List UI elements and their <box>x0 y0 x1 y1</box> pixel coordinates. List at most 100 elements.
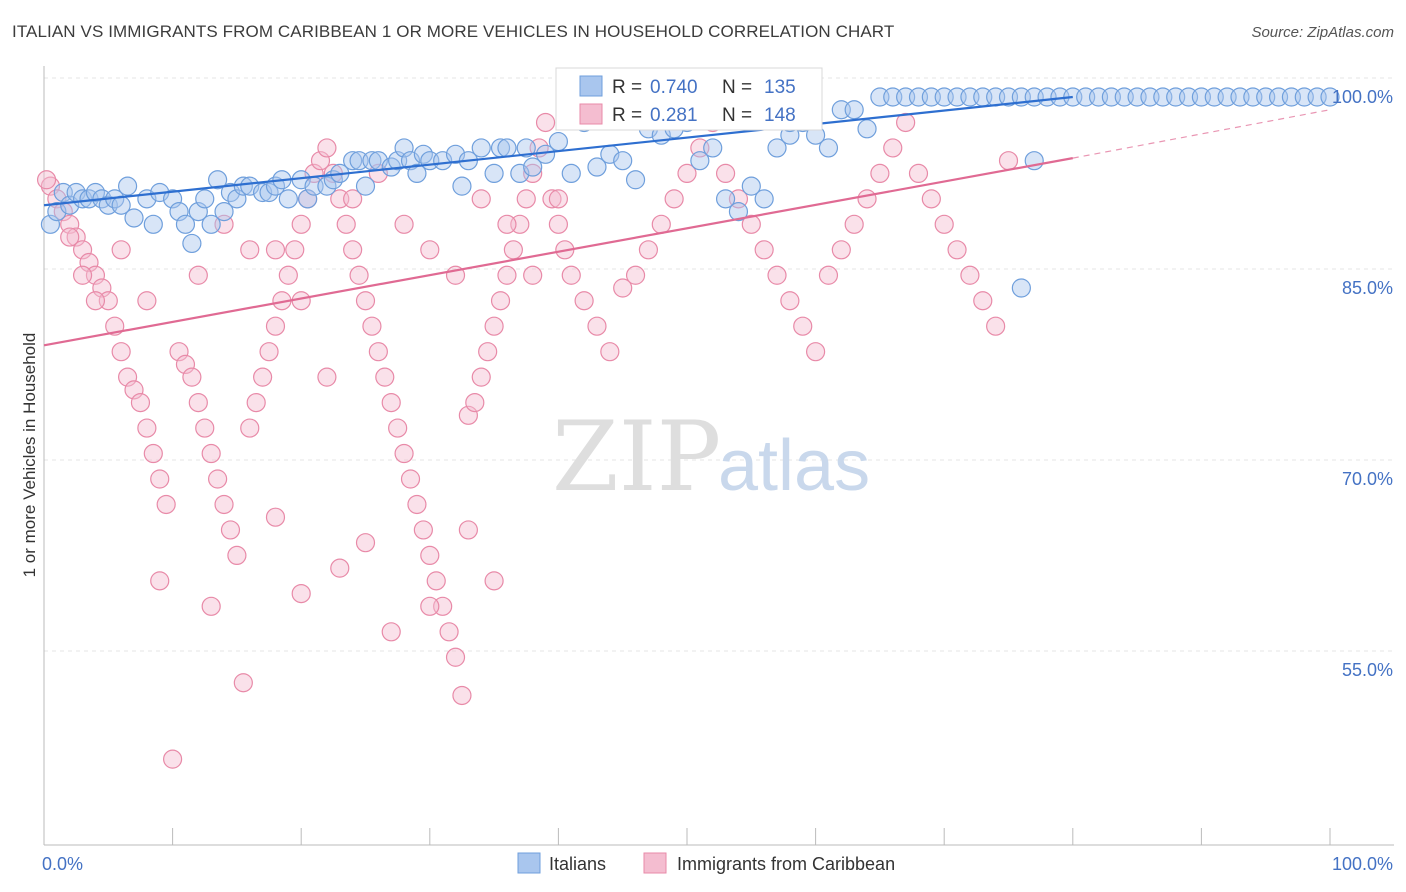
caribbean-trend-extension <box>1072 109 1331 159</box>
caribbean-point <box>150 469 170 489</box>
caribbean-point <box>317 138 337 158</box>
italian-point <box>1320 87 1340 107</box>
caribbean-trend-line <box>43 157 1073 347</box>
legend-r-value-2: 0.281 <box>650 105 698 126</box>
caribbean-point <box>548 214 569 234</box>
caribbean-point <box>741 214 761 234</box>
italian-point <box>214 202 234 222</box>
grid-lines <box>44 77 1394 652</box>
caribbean-point <box>265 240 286 260</box>
caribbean-point <box>754 240 774 260</box>
caribbean-point <box>381 393 401 413</box>
caribbean-point <box>921 189 941 209</box>
caribbean-point <box>420 545 440 566</box>
y-axis-label: 1 or more Vehicles in Household <box>20 333 39 578</box>
italian-point <box>703 138 723 158</box>
italian-point <box>844 100 864 120</box>
italian-point <box>452 176 472 196</box>
caribbean-point <box>388 418 408 438</box>
y-tick-label: 85.0% <box>1342 278 1393 298</box>
italian-point <box>767 138 787 158</box>
caribbean-point <box>561 265 581 285</box>
italian-point <box>587 157 607 177</box>
caribbean-point <box>497 214 517 234</box>
watermark: ZIP atlas <box>552 401 870 513</box>
caribbean-point <box>36 170 57 190</box>
y-tick-labels: 100.0% 85.0% 70.0% 55.0% <box>1332 87 1393 680</box>
caribbean-point <box>143 443 163 464</box>
bottom-legend-swatch-italians <box>517 852 541 874</box>
italian-point <box>548 131 569 152</box>
caribbean-point <box>265 507 286 527</box>
caribbean-point <box>240 240 260 260</box>
italian-point <box>182 233 202 254</box>
caribbean-point <box>844 214 864 234</box>
x-tick-label: 0.0% <box>42 854 83 874</box>
italian-point <box>523 157 543 177</box>
italian-point <box>857 119 877 139</box>
italian-point <box>201 214 221 234</box>
caribbean-point <box>259 342 279 362</box>
caribbean-point <box>638 240 659 260</box>
caribbean-point <box>188 265 208 285</box>
caribbean-point <box>548 189 569 209</box>
x-tick-labels: 0.0% 100.0% <box>42 854 1393 874</box>
italian-point <box>124 208 144 228</box>
caribbean-point <box>613 278 633 298</box>
legend-r-label-1: R = <box>612 77 642 98</box>
caribbean-point <box>471 367 491 387</box>
caribbean-point <box>503 240 523 260</box>
caribbean-point <box>542 189 562 209</box>
caribbean-point <box>420 240 440 260</box>
caribbean-point <box>973 291 993 311</box>
caribbean-point <box>883 138 903 158</box>
caribbean-point <box>330 558 350 578</box>
legend-swatch-italians <box>579 75 603 97</box>
caribbean-point <box>677 163 697 183</box>
bottom-legend: Italians Immigrants from Caribbean <box>517 852 895 874</box>
caribbean-point <box>478 342 498 362</box>
caribbean-point <box>394 443 414 464</box>
legend-n-value-1: 135 <box>764 77 796 98</box>
caribbean-point <box>137 291 157 311</box>
caribbean-point <box>484 571 504 591</box>
axes <box>43 66 1394 846</box>
caribbean-point <box>375 367 395 387</box>
caribbean-point <box>780 291 800 311</box>
caribbean-point <box>278 265 298 285</box>
italian-point <box>625 170 646 190</box>
italian-point <box>484 163 504 183</box>
caribbean-point <box>349 265 369 285</box>
watermark-atlas: atlas <box>718 426 870 506</box>
caribbean-point <box>600 342 620 362</box>
source-credit: Source: ZipAtlas.com <box>1251 24 1394 41</box>
caribbean-point <box>240 418 260 438</box>
caribbean-point <box>317 367 337 387</box>
caribbean-point <box>163 749 183 769</box>
caribbean-point <box>870 163 890 183</box>
bottom-legend-swatch-caribbean <box>643 852 667 874</box>
caribbean-point <box>201 443 221 464</box>
caribbean-point <box>445 647 466 667</box>
caribbean-point <box>220 520 241 540</box>
caribbean-point <box>490 291 511 311</box>
caribbean-point <box>201 596 221 616</box>
caribbean-point <box>156 494 176 515</box>
italian-point <box>343 151 363 171</box>
x-tick-label: 100.0% <box>1332 854 1393 874</box>
y-tick-label: 70.0% <box>1342 469 1393 489</box>
caribbean-point <box>484 316 504 336</box>
caribbean-point <box>465 393 485 413</box>
italian-point <box>516 138 536 158</box>
caribbean-point <box>85 291 106 311</box>
trend-lines <box>43 95 1331 347</box>
italian-point <box>355 176 376 196</box>
caribbean-point <box>150 571 170 591</box>
caribbean-point <box>960 265 980 285</box>
italian-point <box>1011 278 1031 298</box>
caribbean-point <box>182 367 202 387</box>
caribbean-point <box>986 316 1006 336</box>
caribbean-point <box>343 189 363 209</box>
bottom-legend-italians: Italians <box>549 854 606 874</box>
